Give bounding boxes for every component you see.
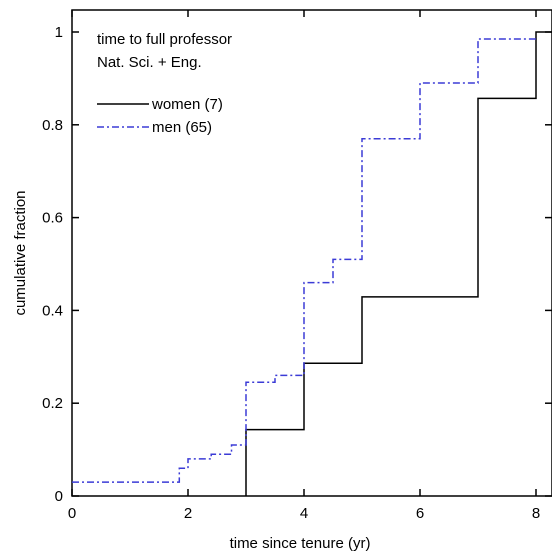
axis-ticks: 0 2 4 6 8 0 0.2 0.4 0.6 0.8 1 (42, 10, 552, 522)
annotation-line-2: Nat. Sci. + Eng. (97, 54, 202, 71)
legend-label-men: men (65) (152, 119, 212, 136)
legend: women (7) men (65) (97, 96, 223, 136)
x-axis-label: time since tenure (yr) (230, 535, 371, 552)
x-tick-label: 8 (532, 505, 540, 522)
y-tick-label: 0.6 (42, 210, 63, 227)
x-tick-label: 0 (68, 505, 76, 522)
legend-label-women: women (7) (151, 96, 223, 113)
plot-frame (71, 9, 552, 497)
series-line-men (72, 38, 536, 483)
y-tick-label: 1 (55, 24, 63, 41)
y-tick-label: 0.4 (42, 302, 63, 319)
x-tick-label: 2 (184, 505, 192, 522)
x-tick-label: 4 (300, 505, 308, 522)
y-tick-label: 0.8 (42, 117, 63, 134)
y-axis-label: cumulative fraction (12, 190, 29, 315)
y-tick-label: 0.2 (42, 395, 63, 412)
y-tick-label: 0 (55, 488, 63, 505)
annotation-line-1: time to full professor (97, 31, 232, 48)
series-lines (72, 31, 552, 496)
series-line-women (245, 31, 552, 496)
x-tick-label: 6 (416, 505, 424, 522)
